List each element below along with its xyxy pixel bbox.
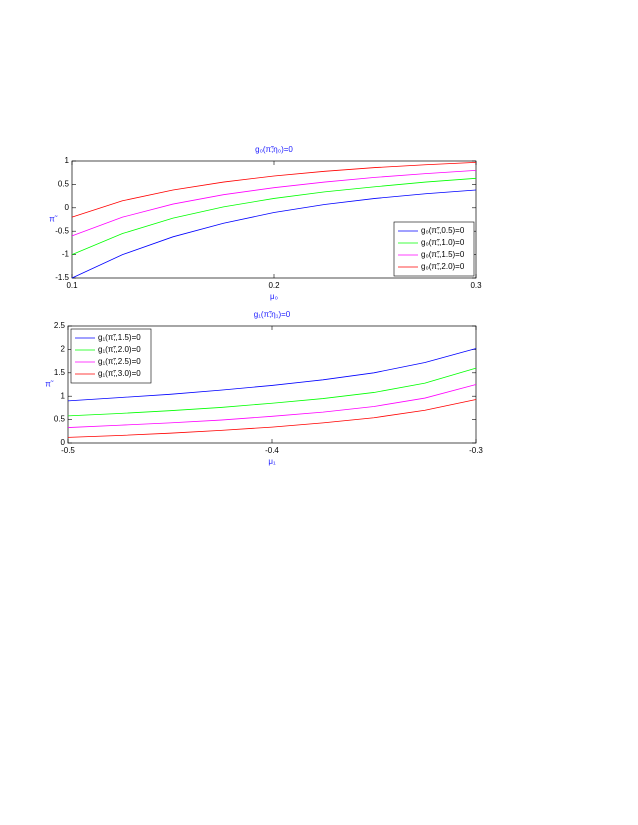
series-line (71, 189, 477, 279)
series-line (71, 169, 477, 237)
legend-label: g₀(π̃;,0.5)=0 (421, 226, 465, 235)
series-line (67, 399, 477, 438)
y-tick-label: 2 (61, 345, 66, 354)
y-axis-label: π̃ (45, 380, 54, 389)
legend-label: g₁(π̃;,1.5)=0 (98, 333, 141, 342)
y-tick-label: 1 (65, 156, 70, 165)
y-tick-label: 0.5 (54, 415, 66, 424)
y-axis-label: π̃ (49, 215, 58, 224)
y-tick-label: 0 (65, 203, 70, 212)
legend-label: g₀(π̃;,1.0)=0 (421, 238, 465, 247)
x-tick-label: 0.3 (470, 281, 482, 290)
legend-label: g₁(π̃;,2.5)=0 (98, 357, 141, 366)
y-tick-label: 1 (61, 391, 66, 400)
y-tick-label: 0.5 (58, 180, 70, 189)
y-tick-label: -1.5 (55, 273, 69, 282)
chart-title: g₀(π̃;η₀)=0 (255, 145, 293, 154)
x-tick-label: -0.5 (61, 446, 75, 455)
x-tick-label: -0.3 (469, 446, 483, 455)
legend-label: g₁(π̃;,3.0)=0 (98, 369, 141, 378)
chart-title: g₁(π̃;η₁)=0 (254, 310, 291, 319)
legend-label: g₀(π̃;,1.5)=0 (421, 250, 465, 259)
legend-label: g₀(π̃;,2.0)=0 (421, 262, 465, 271)
series-line (71, 162, 477, 218)
series-line (67, 348, 477, 402)
series-line (71, 177, 477, 255)
series-line (67, 367, 477, 417)
legend-label: g₁(π̃;,2.0)=0 (98, 345, 141, 354)
x-axis-label: μ₁ (268, 457, 276, 466)
y-tick-label: 1.5 (54, 368, 66, 377)
y-tick-label: -1 (62, 250, 70, 259)
series-line (67, 384, 477, 428)
x-tick-label: 0.1 (66, 281, 78, 290)
x-tick-label: -0.4 (265, 446, 279, 455)
x-axis-label: μ₀ (270, 292, 278, 301)
x-tick-label: 0.2 (268, 281, 280, 290)
y-tick-label: -0.5 (55, 226, 69, 235)
y-tick-label: 0 (61, 438, 66, 447)
y-tick-label: 2.5 (54, 321, 66, 330)
